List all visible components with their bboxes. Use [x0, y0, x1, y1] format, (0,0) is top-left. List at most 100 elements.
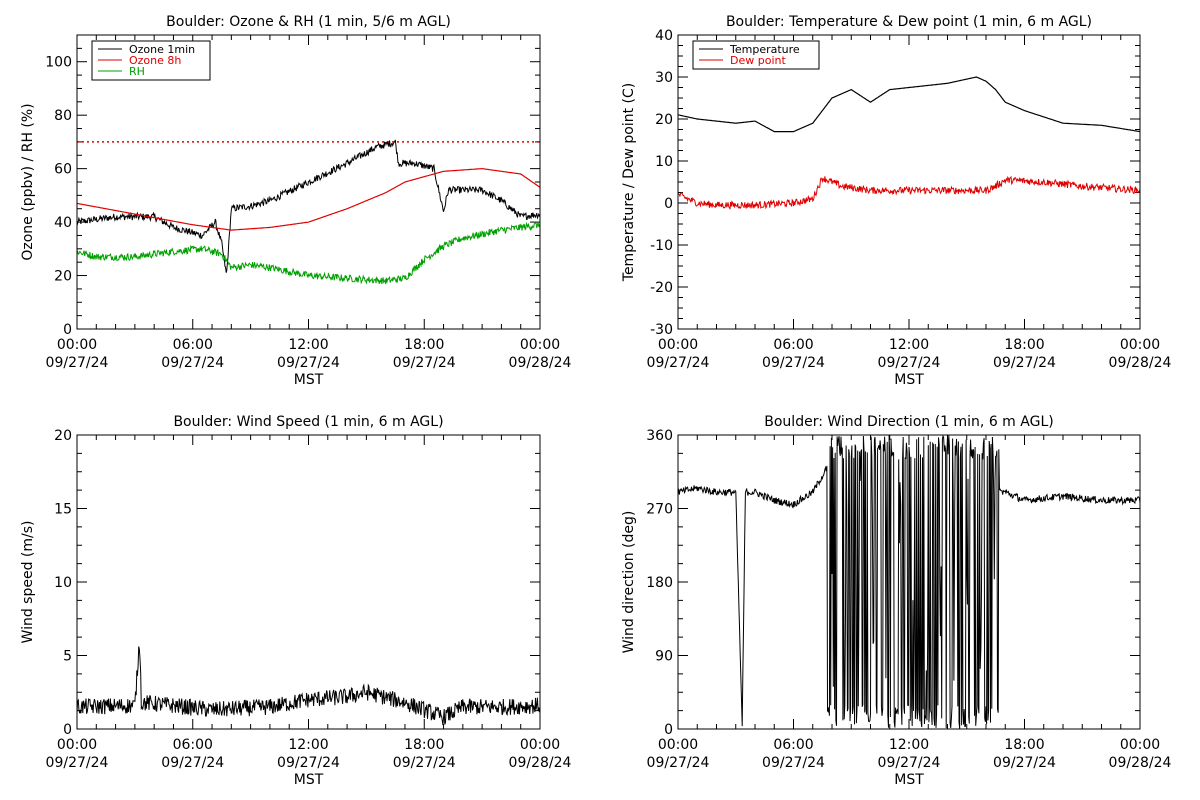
legend-label: RH	[129, 65, 145, 78]
plot-frame	[76, 34, 541, 330]
x-tick-date-label: 09/28/24	[509, 755, 572, 771]
series-line-2	[678, 175, 1140, 210]
x-tick-date-label: 09/27/24	[647, 755, 710, 771]
plot-frame	[677, 434, 1141, 730]
y-tick-label: 100	[45, 55, 72, 71]
x-axis-label: MST	[894, 372, 924, 388]
x-tick-hour-label: 00:00	[57, 337, 97, 353]
chart-title: Boulder: Ozone & RH (1 min, 5/6 m AGL)	[166, 14, 451, 30]
y-tick-label: 20	[54, 428, 72, 444]
legend-label: Ozone 1min	[129, 43, 195, 56]
x-tick-hour-label: 06:00	[773, 737, 813, 753]
x-tick-hour-label: 00:00	[658, 337, 698, 353]
chart-panel-2: Boulder: Temperature & Dew point (1 min,…	[621, 14, 1172, 388]
y-tick-label: 20	[655, 112, 673, 128]
y-tick-label: 180	[646, 575, 673, 591]
x-axis-label: MST	[294, 772, 324, 788]
y-tick-label: 15	[54, 502, 72, 518]
x-tick-date-label: 09/27/24	[46, 355, 109, 371]
y-tick-label: 0	[63, 322, 72, 338]
x-tick-date-label: 09/27/24	[993, 355, 1056, 371]
x-tick-date-label: 09/27/24	[393, 355, 456, 371]
x-tick-date-label: 09/27/24	[277, 755, 340, 771]
y-tick-label: 40	[54, 215, 72, 231]
y-tick-label: 80	[54, 108, 72, 124]
plot-frame	[677, 34, 1141, 330]
chart-title: Boulder: Temperature & Dew point (1 min,…	[726, 14, 1092, 30]
x-tick-hour-label: 18:00	[1004, 737, 1044, 753]
x-tick-date-label: 09/27/24	[762, 355, 825, 371]
y-tick-label: 60	[54, 162, 72, 178]
y-tick-label: 360	[646, 428, 673, 444]
series-line-2	[77, 167, 540, 231]
y-axis-label: Temperature / Dew point (C)	[621, 83, 637, 282]
chart-panel-3: Boulder: Wind Speed (1 min, 6 m AGL) 0 5 10…	[20, 414, 572, 788]
y-axis-label: Wind direction (deg)	[621, 511, 637, 654]
y-tick-label: 0	[63, 722, 72, 738]
x-tick-hour-label: 12:00	[889, 337, 929, 353]
y-axis-label: Wind speed (m/s)	[20, 521, 36, 644]
x-tick-hour-label: 00:00	[520, 337, 560, 353]
y-tick-label: 90	[655, 649, 673, 665]
y-tick-label: 270	[646, 502, 673, 518]
x-tick-date-label: 09/28/24	[509, 355, 572, 371]
y-tick-label: -30	[650, 322, 673, 338]
series-line-3	[77, 221, 540, 285]
y-tick-label: 0	[664, 722, 673, 738]
x-tick-hour-label: 06:00	[773, 337, 813, 353]
x-tick-hour-label: 18:00	[1004, 337, 1044, 353]
series-line-1	[77, 646, 540, 726]
x-tick-hour-label: 18:00	[404, 737, 444, 753]
x-tick-date-label: 09/28/24	[1109, 355, 1172, 371]
x-tick-date-label: 09/27/24	[762, 755, 825, 771]
plot-frame	[76, 434, 541, 730]
x-tick-hour-label: 00:00	[520, 737, 560, 753]
x-tick-date-label: 09/27/24	[647, 355, 710, 371]
y-tick-label: -10	[650, 238, 673, 254]
x-tick-date-label: 09/27/24	[878, 355, 941, 371]
series-line-1	[77, 139, 540, 273]
x-tick-date-label: 09/27/24	[878, 755, 941, 771]
x-axis-label: MST	[294, 372, 324, 388]
x-tick-hour-label: 12:00	[288, 337, 328, 353]
x-tick-hour-label: 00:00	[1120, 337, 1160, 353]
y-tick-label: 30	[655, 70, 673, 86]
y-tick-label: -20	[650, 280, 673, 296]
y-tick-label: 20	[54, 269, 72, 285]
x-tick-hour-label: 18:00	[404, 337, 444, 353]
y-tick-label: 10	[54, 575, 72, 591]
x-tick-date-label: 09/27/24	[393, 755, 456, 771]
x-tick-date-label: 09/28/24	[1109, 755, 1172, 771]
x-tick-hour-label: 00:00	[1120, 737, 1160, 753]
chart-title: Boulder: Wind Speed (1 min, 6 m AGL)	[173, 414, 443, 430]
x-axis-label: MST	[894, 772, 924, 788]
legend-label: Temperature	[729, 43, 800, 56]
y-tick-label: 5	[63, 649, 72, 665]
legend-box	[692, 40, 820, 70]
x-tick-hour-label: 12:00	[288, 737, 328, 753]
x-tick-date-label: 09/27/24	[277, 355, 340, 371]
x-tick-hour-label: 12:00	[889, 737, 929, 753]
legend-label: Ozone 8h	[129, 54, 181, 67]
x-tick-date-label: 09/27/24	[46, 755, 109, 771]
y-tick-label: 0	[664, 196, 673, 212]
x-tick-date-label: 09/27/24	[161, 755, 224, 771]
chart-panel-1: Boulder: Ozone & RH (1 min, 5/6 m AGL) 0 2…	[20, 14, 572, 388]
x-tick-date-label: 09/27/24	[993, 755, 1056, 771]
x-tick-date-label: 09/27/24	[161, 355, 224, 371]
chart-title: Boulder: Wind Direction (1 min, 6 m AGL)	[764, 414, 1053, 430]
x-tick-hour-label: 00:00	[57, 737, 97, 753]
series-line-1	[678, 76, 1140, 133]
series-line-1	[678, 435, 1140, 729]
x-tick-hour-label: 06:00	[173, 337, 213, 353]
x-tick-hour-label: 06:00	[173, 737, 213, 753]
y-tick-label: 40	[655, 28, 673, 44]
y-tick-label: 10	[655, 154, 673, 170]
x-tick-hour-label: 00:00	[658, 737, 698, 753]
y-axis-label: Ozone (ppbv) / RH (%)	[20, 103, 36, 260]
legend-label: Dew point	[730, 54, 786, 67]
chart-panel-4: Boulder: Wind Direction (1 min, 6 m AGL)…	[621, 414, 1172, 788]
